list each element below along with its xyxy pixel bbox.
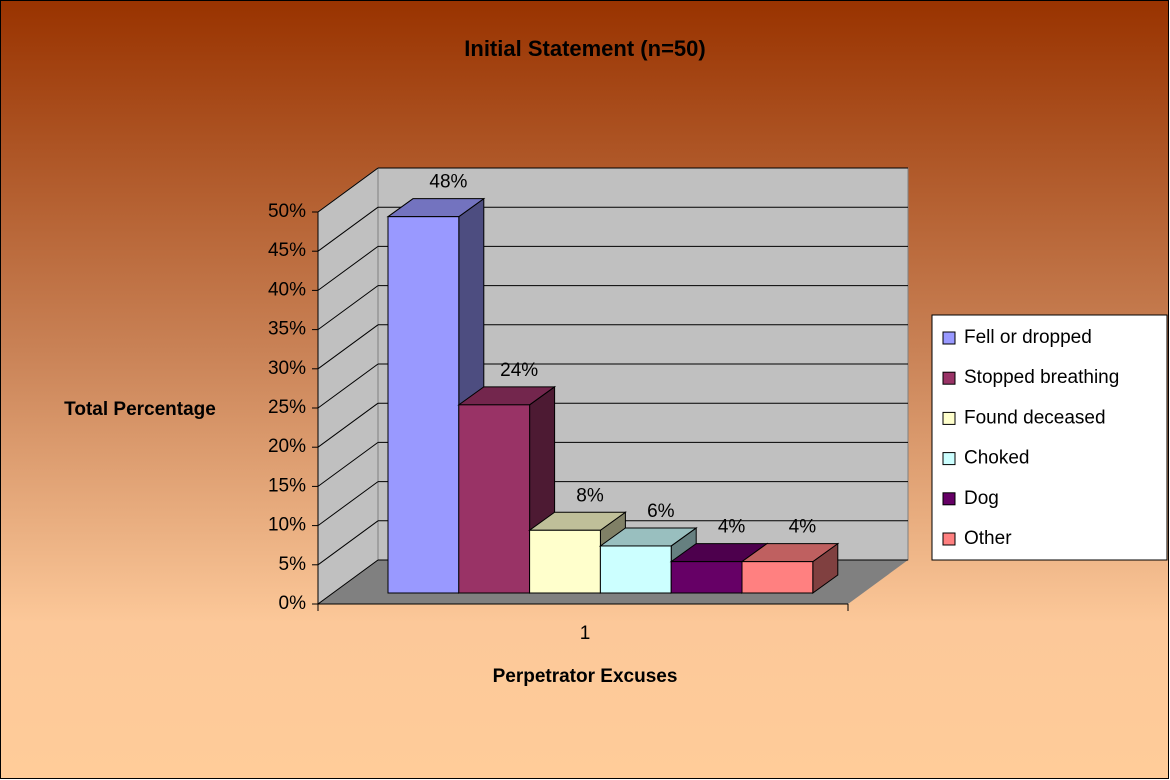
data-label: 24%: [500, 360, 538, 381]
bar-front: [529, 529, 601, 594]
y-axis-label: Total Percentage: [64, 399, 216, 420]
y-tick-label: 40%: [268, 279, 306, 300]
y-tick-label: 35%: [268, 319, 306, 340]
grid-line: [317, 481, 379, 527]
legend-swatch: [942, 452, 956, 466]
grid-line: [317, 245, 379, 291]
y-tick-label: 0%: [279, 593, 307, 614]
legend-label: Dog: [964, 488, 999, 509]
legend-swatch: [942, 411, 956, 425]
bar-front: [387, 216, 460, 594]
data-label: 4%: [789, 517, 817, 538]
legend: [931, 314, 1168, 561]
y-tick-label: 25%: [268, 397, 306, 418]
data-label: 48%: [429, 172, 467, 193]
legend-swatch: [942, 371, 956, 385]
legend-swatch: [942, 331, 956, 345]
data-label: 4%: [718, 517, 746, 538]
grid-line: [317, 402, 379, 448]
data-label: 6%: [647, 501, 675, 522]
bar: [740, 542, 840, 594]
y-tick-label: 45%: [268, 240, 306, 261]
y-tick-label: 5%: [279, 554, 307, 575]
bar-front: [599, 545, 672, 594]
y-tick-label: 15%: [268, 475, 306, 496]
legend-swatch: [942, 492, 956, 506]
y-tick-label: 30%: [268, 358, 306, 379]
chart-title: Initial Statement (n=50): [464, 36, 705, 61]
legend-swatch: [942, 532, 956, 546]
x-axis-label: Perpetrator Excuses: [493, 666, 678, 687]
bar-front: [741, 561, 814, 594]
grid-line: [317, 285, 379, 331]
grid-line: [317, 206, 379, 252]
grid-line: [317, 441, 379, 487]
y-tick-label: 50%: [268, 201, 306, 222]
x-tick-label: 1: [580, 623, 591, 644]
grid-line: [317, 559, 379, 605]
grid-line: [317, 324, 379, 370]
grid-line: [317, 520, 379, 566]
legend-label: Found deceased: [964, 407, 1106, 428]
legend-label: Fell or dropped: [964, 327, 1092, 348]
legend-label: Other: [964, 528, 1012, 549]
grid-line: [317, 167, 379, 213]
legend-label: Choked: [964, 448, 1030, 469]
grid-line: [317, 363, 379, 409]
y-tick-label: 10%: [268, 515, 306, 536]
bar-front: [670, 561, 743, 594]
y-tick-label: 20%: [268, 436, 306, 457]
bar-front: [458, 404, 531, 594]
legend-label: Stopped breathing: [964, 367, 1119, 388]
data-label: 8%: [576, 485, 604, 506]
bar: [598, 526, 698, 594]
